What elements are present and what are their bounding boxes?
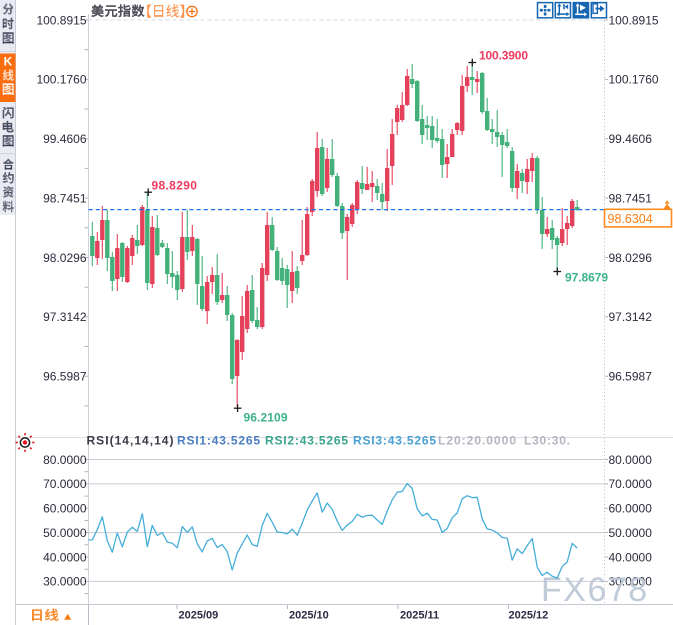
svg-text:K: K: [4, 55, 13, 69]
svg-text:2025/09: 2025/09: [179, 610, 219, 622]
svg-text:96.2109: 96.2109: [244, 411, 288, 425]
svg-text:97.3142: 97.3142: [43, 310, 87, 324]
svg-text:RSI(14,14,14): RSI(14,14,14): [87, 434, 174, 448]
svg-text:98.0296: 98.0296: [609, 251, 653, 265]
svg-text:98.6304: 98.6304: [608, 212, 653, 226]
svg-text:100.8915: 100.8915: [609, 13, 659, 27]
svg-text:50.0000: 50.0000: [609, 526, 653, 540]
svg-text:99.4606: 99.4606: [43, 132, 87, 146]
svg-text:L30:30.: L30:30.: [524, 434, 570, 448]
svg-text:98.7451: 98.7451: [43, 191, 87, 205]
svg-text:100.1760: 100.1760: [609, 73, 659, 87]
svg-text:70.0000: 70.0000: [43, 477, 87, 491]
svg-text:100.8915: 100.8915: [36, 13, 86, 27]
svg-text:98.0296: 98.0296: [43, 251, 87, 265]
svg-text:96.5987: 96.5987: [609, 370, 653, 384]
svg-text:50.0000: 50.0000: [43, 526, 87, 540]
svg-text:30.0000: 30.0000: [43, 575, 87, 589]
svg-text:99.4606: 99.4606: [609, 132, 653, 146]
svg-text:80.0000: 80.0000: [43, 453, 87, 467]
svg-text:2025/12: 2025/12: [509, 610, 549, 622]
svg-text:RSI2:43.5265: RSI2:43.5265: [265, 434, 348, 448]
svg-text:97.8679: 97.8679: [565, 271, 608, 285]
svg-text:70.0000: 70.0000: [609, 477, 653, 491]
svg-text:80.0000: 80.0000: [609, 453, 653, 467]
svg-text:100.3900: 100.3900: [479, 49, 528, 63]
svg-text:2025/10: 2025/10: [289, 610, 329, 622]
svg-text:96.5987: 96.5987: [43, 370, 87, 384]
svg-text:98.8290: 98.8290: [152, 179, 198, 193]
svg-text:40.0000: 40.0000: [43, 550, 87, 564]
svg-text:L20:20.0000: L20:20.0000: [438, 434, 516, 448]
svg-text:60.0000: 60.0000: [43, 502, 87, 516]
svg-text:100.1760: 100.1760: [36, 73, 86, 87]
svg-text:98.7451: 98.7451: [609, 191, 653, 205]
svg-text:30.0000: 30.0000: [609, 575, 653, 589]
svg-text:97.3142: 97.3142: [609, 310, 653, 324]
svg-text:RSI3:43.5265: RSI3:43.5265: [353, 434, 436, 448]
svg-text:40.0000: 40.0000: [609, 550, 653, 564]
svg-text:RSI1:43.5265: RSI1:43.5265: [177, 434, 260, 448]
svg-text:60.0000: 60.0000: [609, 502, 653, 516]
svg-text:2025/11: 2025/11: [400, 610, 439, 622]
svg-text:FX678: FX678: [541, 571, 649, 609]
